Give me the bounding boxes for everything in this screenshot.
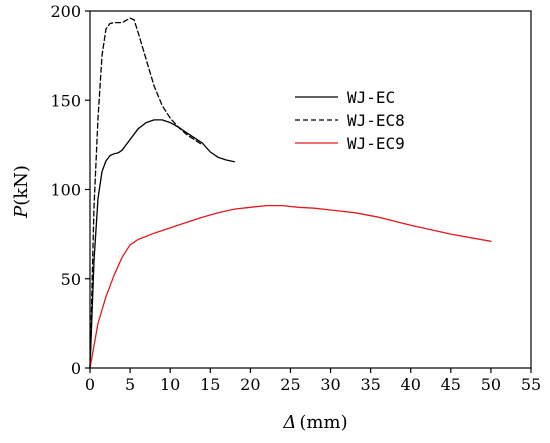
y-axis-unit: (kN) <box>11 165 32 206</box>
series-line-wj-ec <box>89 119 235 369</box>
x-tick-label: 10 <box>160 375 180 394</box>
x-tick-label: 25 <box>280 375 300 394</box>
y-tick-label: 200 <box>50 2 81 21</box>
x-tick-label: 20 <box>240 375 260 394</box>
x-tick-label: 45 <box>441 375 461 394</box>
legend-label-wj-ec: WJ-EC <box>347 88 395 107</box>
x-axis-title: Δ (mm) <box>282 412 347 433</box>
x-tick-label: 0 <box>85 375 95 394</box>
x-tick-label: 40 <box>401 375 421 394</box>
legend-label-wj-ec8: WJ-EC8 <box>347 111 405 130</box>
y-tick-label: 100 <box>50 181 81 200</box>
y-tick-label: 150 <box>50 91 81 110</box>
x-tick-label: 55 <box>521 375 541 394</box>
y-axis-symbol: P <box>11 205 32 219</box>
x-tick-label: 50 <box>481 375 501 394</box>
x-tick-label: 15 <box>200 375 220 394</box>
plot-frame <box>89 10 532 369</box>
x-axis-unit: (mm) <box>299 412 347 433</box>
series-line-wj-ec9 <box>89 204 492 369</box>
legend: WJ-EC WJ-EC8 WJ-EC9 <box>295 88 405 153</box>
y-axis-title: P(kN) <box>11 165 32 219</box>
x-tick-label: 5 <box>125 375 135 394</box>
x-tick-label: 30 <box>320 375 340 394</box>
x-tick-label: 35 <box>360 375 380 394</box>
x-axis-symbol: Δ <box>282 412 296 433</box>
series-line-wj-ec8 <box>89 17 203 369</box>
legend-label-wj-ec9: WJ-EC9 <box>347 134 405 153</box>
y-tick-label: 0 <box>71 359 81 378</box>
y-tick-label: 50 <box>61 270 81 289</box>
